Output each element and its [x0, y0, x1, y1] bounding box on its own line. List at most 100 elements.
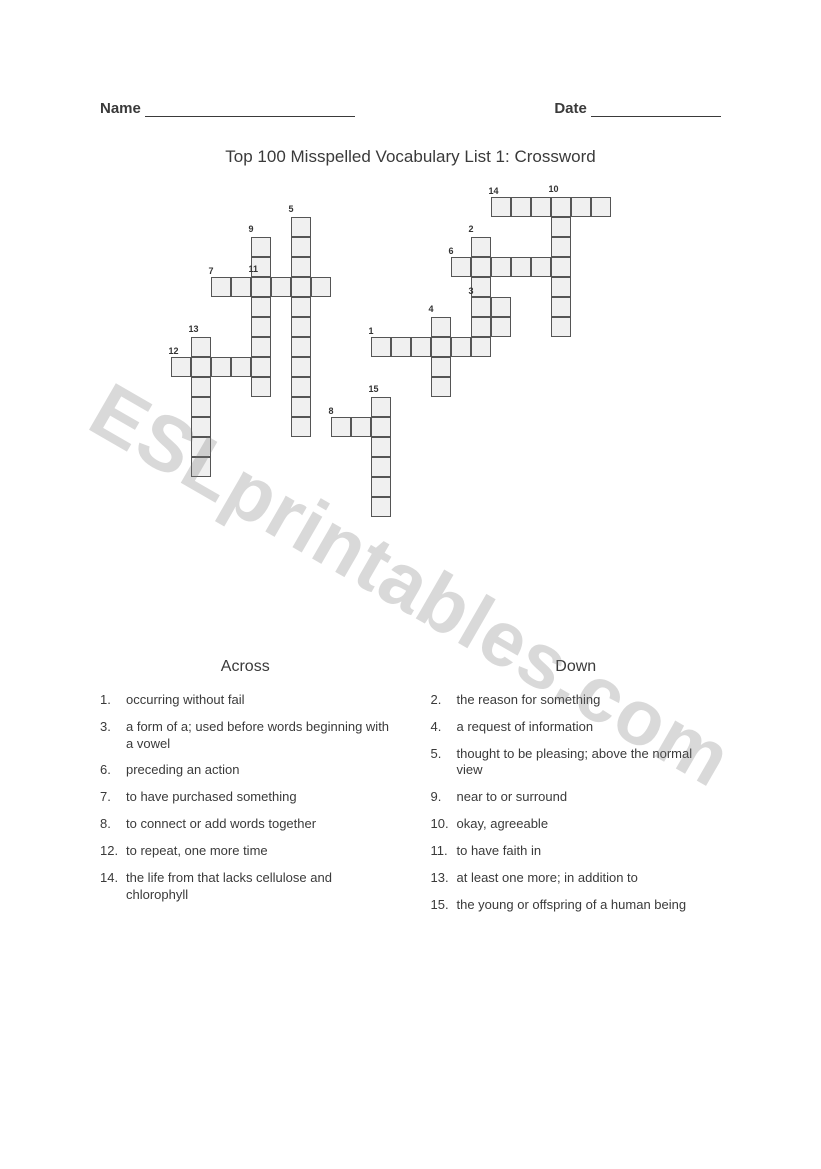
crossword-cell[interactable]	[551, 257, 571, 277]
across-clue: 7.to have purchased something	[100, 789, 391, 806]
crossword-cell[interactable]	[291, 257, 311, 277]
crossword-cell[interactable]	[271, 277, 291, 297]
crossword-cell[interactable]	[351, 417, 371, 437]
crossword-cell[interactable]	[591, 197, 611, 217]
down-clue: 5.thought to be pleasing; above the norm…	[431, 746, 722, 780]
crossword-cell[interactable]	[291, 297, 311, 317]
crossword-cell[interactable]	[211, 277, 231, 297]
crossword-cell[interactable]	[551, 237, 571, 257]
crossword-cell[interactable]	[371, 437, 391, 457]
clue-item-text: at least one more; in addition to	[457, 870, 638, 887]
crossword-cell[interactable]	[291, 317, 311, 337]
crossword-cell[interactable]	[231, 357, 251, 377]
crossword-cell[interactable]	[371, 457, 391, 477]
crossword-cell[interactable]	[451, 337, 471, 357]
crossword-cell[interactable]	[531, 197, 551, 217]
crossword-cell[interactable]	[291, 277, 311, 297]
clue-number: 5	[289, 204, 294, 214]
crossword-cell[interactable]	[231, 277, 251, 297]
crossword-cell[interactable]	[191, 417, 211, 437]
crossword-cell[interactable]	[491, 257, 511, 277]
crossword-cell[interactable]	[191, 457, 211, 477]
down-clue: 15.the young or offspring of a human bei…	[431, 897, 722, 914]
crossword-cell[interactable]	[471, 297, 491, 317]
crossword-cell[interactable]	[191, 377, 211, 397]
clue-number: 14	[489, 186, 499, 196]
crossword-cell[interactable]	[371, 477, 391, 497]
crossword-cell[interactable]	[391, 337, 411, 357]
across-clue: 6.preceding an action	[100, 762, 391, 779]
crossword-cell[interactable]	[291, 417, 311, 437]
clue-item-text: occurring without fail	[126, 692, 245, 709]
crossword-cell[interactable]	[531, 257, 551, 277]
crossword-cell[interactable]	[551, 277, 571, 297]
crossword-cell[interactable]	[291, 377, 311, 397]
across-clue: 12.to repeat, one more time	[100, 843, 391, 860]
crossword-cell[interactable]	[551, 217, 571, 237]
crossword-cell[interactable]	[291, 237, 311, 257]
crossword-cell[interactable]	[431, 357, 451, 377]
crossword-cell[interactable]	[251, 377, 271, 397]
crossword-cell[interactable]	[311, 277, 331, 297]
across-clue: 8.to connect or add words together	[100, 816, 391, 833]
across-column: Across 1.occurring without fail3.a form …	[100, 657, 391, 924]
crossword-cell[interactable]	[171, 357, 191, 377]
worksheet-page: Name Date Top 100 Misspelled Vocabulary …	[0, 0, 821, 964]
crossword-cell[interactable]	[471, 317, 491, 337]
crossword-cell[interactable]	[551, 297, 571, 317]
crossword-cell[interactable]	[291, 217, 311, 237]
crossword-cell[interactable]	[291, 397, 311, 417]
crossword-cell[interactable]	[471, 237, 491, 257]
crossword-cell[interactable]	[491, 317, 511, 337]
crossword-cell[interactable]	[431, 377, 451, 397]
crossword-cell[interactable]	[251, 357, 271, 377]
down-clue: 4.a request of information	[431, 719, 722, 736]
crossword-cell[interactable]	[511, 257, 531, 277]
crossword-cell[interactable]	[191, 397, 211, 417]
crossword-cell[interactable]	[191, 357, 211, 377]
crossword-cell[interactable]	[451, 257, 471, 277]
crossword-cell[interactable]	[251, 297, 271, 317]
crossword-cell[interactable]	[251, 337, 271, 357]
date-blank[interactable]	[591, 103, 721, 117]
clue-number: 12	[169, 346, 179, 356]
crossword-cell[interactable]	[211, 357, 231, 377]
crossword-cell[interactable]	[551, 317, 571, 337]
crossword-cell[interactable]	[431, 337, 451, 357]
crossword-cell[interactable]	[251, 237, 271, 257]
crossword-cell[interactable]	[371, 337, 391, 357]
clue-number: 3	[469, 286, 474, 296]
crossword-cell[interactable]	[491, 297, 511, 317]
crossword-cell[interactable]	[491, 197, 511, 217]
clue-item-number: 5.	[431, 746, 457, 780]
crossword-grid: 141059261173411312158	[131, 197, 691, 597]
clue-item-text: the life from that lacks cellulose and c…	[126, 870, 391, 904]
down-column: Down 2.the reason for something4.a reque…	[431, 657, 722, 924]
crossword-cell[interactable]	[291, 357, 311, 377]
crossword-cell[interactable]	[471, 337, 491, 357]
crossword-cell[interactable]	[371, 397, 391, 417]
crossword-cell[interactable]	[511, 197, 531, 217]
clue-number: 2	[469, 224, 474, 234]
name-blank[interactable]	[145, 103, 355, 117]
clue-number: 9	[249, 224, 254, 234]
clue-item-text: near to or surround	[457, 789, 568, 806]
crossword-cell[interactable]	[571, 197, 591, 217]
crossword-cell[interactable]	[251, 317, 271, 337]
crossword-cell[interactable]	[371, 497, 391, 517]
clue-number: 13	[189, 324, 199, 334]
crossword-cell[interactable]	[251, 277, 271, 297]
down-clue: 11.to have faith in	[431, 843, 722, 860]
crossword-cell[interactable]	[331, 417, 351, 437]
crossword-cell[interactable]	[371, 417, 391, 437]
crossword-cell[interactable]	[551, 197, 571, 217]
crossword-cell[interactable]	[191, 337, 211, 357]
crossword-cell[interactable]	[191, 437, 211, 457]
crossword-cell[interactable]	[291, 337, 311, 357]
clue-item-number: 13.	[431, 870, 457, 887]
crossword-cell[interactable]	[411, 337, 431, 357]
clue-item-text: preceding an action	[126, 762, 239, 779]
crossword-cell[interactable]	[471, 257, 491, 277]
crossword-cell[interactable]	[431, 317, 451, 337]
clues-section: Across 1.occurring without fail3.a form …	[100, 657, 721, 924]
